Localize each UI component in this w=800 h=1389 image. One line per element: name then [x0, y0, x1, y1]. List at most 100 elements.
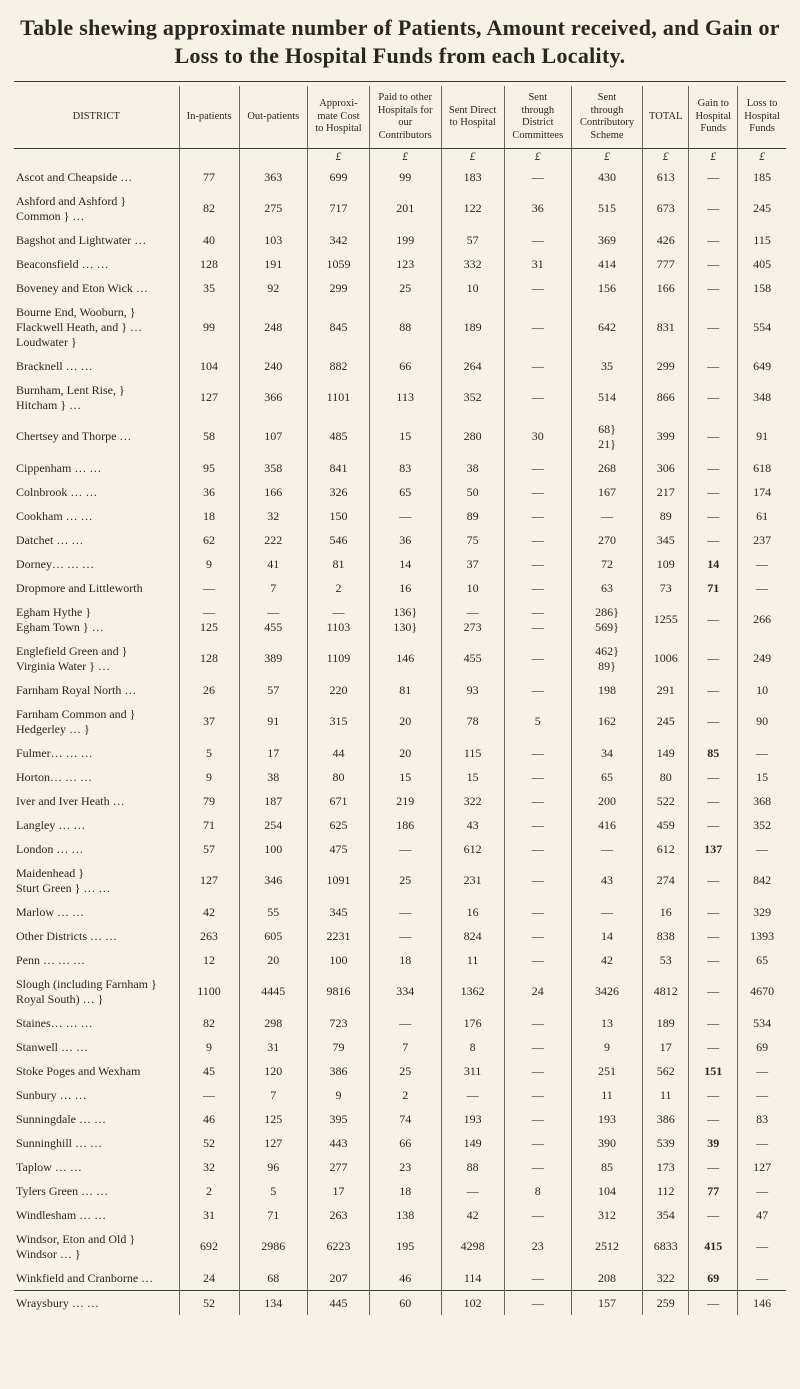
data-cell: 36 — [504, 189, 571, 228]
data-cell: 128 — [179, 252, 239, 276]
data-cell: 415 — [689, 1227, 738, 1266]
data-cell: 6833 — [643, 1227, 689, 1266]
data-cell: 115 — [738, 228, 786, 252]
data-cell: 174 — [738, 480, 786, 504]
data-cell: 445 — [308, 1291, 370, 1316]
data-cell: — — [441, 1083, 504, 1107]
data-cell: — — [689, 300, 738, 354]
data-cell: 81 — [308, 552, 370, 576]
table-row: Fulmer… … …5174420115—3414985— — [14, 741, 786, 765]
data-cell: 122 — [441, 189, 504, 228]
data-cell: 36 — [369, 528, 441, 552]
data-cell: 43 — [571, 861, 642, 900]
data-cell: 443 — [308, 1131, 370, 1155]
data-cell: 91 — [239, 702, 307, 741]
data-cell: 312 — [571, 1203, 642, 1227]
data-cell: 522 — [643, 789, 689, 813]
table-body: ££££££££Ascot and Cheapside …77363699991… — [14, 149, 786, 1316]
currency-cell-0 — [14, 149, 179, 166]
data-cell: 405 — [738, 252, 786, 276]
data-cell: — — [738, 552, 786, 576]
data-cell: 1059 — [308, 252, 370, 276]
data-cell: — — [504, 165, 571, 189]
data-cell: 189 — [441, 300, 504, 354]
data-cell: 40 — [179, 228, 239, 252]
data-cell: 71 — [689, 576, 738, 600]
data-cell: 11 — [571, 1083, 642, 1107]
data-cell: 25 — [369, 1059, 441, 1083]
data-cell: — — [504, 1266, 571, 1291]
currency-row: ££££££££ — [14, 149, 786, 166]
data-cell: 195 — [369, 1227, 441, 1266]
col-header-4: Paid to otherHospitals forourContributor… — [369, 86, 441, 149]
district-cell: Ascot and Cheapside … — [14, 165, 179, 189]
data-cell: 699 — [308, 165, 370, 189]
data-cell: 43 — [441, 813, 504, 837]
table-row: Marlow … …4255345—16——16—329 — [14, 900, 786, 924]
top-rule — [14, 81, 786, 82]
currency-cell-3: £ — [308, 149, 370, 166]
data-cell: 1091 — [308, 861, 370, 900]
district-cell: Cippenham … … — [14, 456, 179, 480]
data-cell: 358 — [239, 456, 307, 480]
data-cell: 274 — [643, 861, 689, 900]
data-cell: 113 — [369, 378, 441, 417]
data-cell: 35 — [179, 276, 239, 300]
table-row: Langley … …7125462518643—416459—352 — [14, 813, 786, 837]
data-cell: 208 — [571, 1266, 642, 1291]
data-cell: 8 — [441, 1035, 504, 1059]
data-cell: 158 — [738, 276, 786, 300]
data-cell: 156 — [571, 276, 642, 300]
data-cell: 185 — [738, 165, 786, 189]
data-cell: 52 — [179, 1131, 239, 1155]
data-cell: 1006 — [643, 639, 689, 678]
data-cell: — — [738, 1059, 786, 1083]
data-cell: 1393 — [738, 924, 786, 948]
data-cell: 26 — [179, 678, 239, 702]
data-cell: — — [738, 576, 786, 600]
data-cell: 841 — [308, 456, 370, 480]
data-cell: — — [504, 552, 571, 576]
data-cell: 120 — [239, 1059, 307, 1083]
data-cell: 95 — [179, 456, 239, 480]
data-cell: 42 — [441, 1203, 504, 1227]
table-row: Windlesham … …317126313842—312354—47 — [14, 1203, 786, 1227]
data-cell: 17 — [239, 741, 307, 765]
district-cell: Ashford and Ashford }Common } … — [14, 189, 179, 228]
data-cell: — — [689, 1083, 738, 1107]
data-cell: 866 — [643, 378, 689, 417]
table-row: Bracknell … …10424088266264—35299—649 — [14, 354, 786, 378]
table-row: Boveney and Eton Wick …35922992510—15616… — [14, 276, 786, 300]
data-cell: 259 — [643, 1291, 689, 1316]
data-cell: 389 — [239, 639, 307, 678]
data-cell: 80 — [643, 765, 689, 789]
data-cell: 44 — [308, 741, 370, 765]
data-cell: —273 — [441, 600, 504, 639]
data-cell: 63 — [571, 576, 642, 600]
data-cell: — — [504, 1011, 571, 1035]
data-cell: 89 — [441, 504, 504, 528]
data-cell: — — [738, 837, 786, 861]
data-cell: 270 — [571, 528, 642, 552]
data-cell: — — [504, 1035, 571, 1059]
data-cell: 25 — [369, 276, 441, 300]
data-cell: 15 — [441, 765, 504, 789]
district-cell: Penn … … … — [14, 948, 179, 972]
data-cell: — — [689, 189, 738, 228]
data-cell: 14 — [369, 552, 441, 576]
data-cell: 99 — [179, 300, 239, 354]
data-cell: 31 — [179, 1203, 239, 1227]
data-cell: 17 — [643, 1035, 689, 1059]
data-cell: 107 — [239, 417, 307, 456]
data-cell: 9 — [179, 1035, 239, 1059]
data-cell: — — [689, 417, 738, 456]
district-cell: Winkfield and Cranborne … — [14, 1266, 179, 1291]
data-cell: 10 — [441, 576, 504, 600]
data-cell: 263 — [179, 924, 239, 948]
data-cell: 39 — [689, 1131, 738, 1155]
data-cell: 75 — [441, 528, 504, 552]
district-cell: Dorney… … … — [14, 552, 179, 576]
data-cell: 89 — [643, 504, 689, 528]
data-cell: — — [369, 837, 441, 861]
data-cell: 248 — [239, 300, 307, 354]
